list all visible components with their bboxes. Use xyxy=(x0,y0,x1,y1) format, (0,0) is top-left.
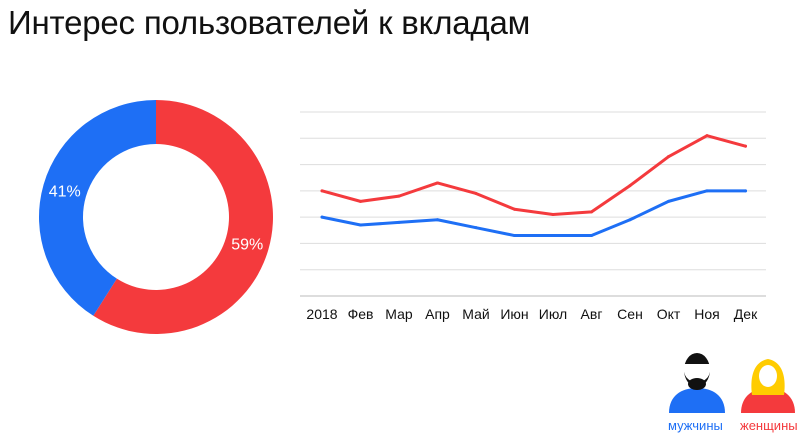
data-point-0-8 xyxy=(628,184,632,188)
man-icon xyxy=(669,353,725,413)
x-axis-ticks: 2018 Фев Мар Апр Май Июн Июл Авг Сен Окт Ноя Дек xyxy=(306,306,758,322)
data-point-0-6 xyxy=(551,213,555,217)
legend-women: женщины xyxy=(740,359,798,433)
data-point-0-3 xyxy=(436,181,439,185)
x-tick-label: Фев xyxy=(348,306,374,322)
data-point-0-7 xyxy=(590,210,593,214)
data-point-0-10 xyxy=(705,134,709,138)
chart-title: Интерес пользователей к вкладам xyxy=(8,4,531,41)
x-tick-label: Май xyxy=(462,306,489,322)
data-point-0-4 xyxy=(474,191,478,195)
donut-slice-label-1: 41% xyxy=(49,183,81,200)
data-point-1-11 xyxy=(744,189,747,193)
x-tick-label: Июн xyxy=(500,306,528,322)
data-point-0-5 xyxy=(513,207,516,211)
data-point-1-2 xyxy=(397,220,401,224)
legend-women-label: женщины xyxy=(740,418,798,433)
line-chart-series xyxy=(320,134,747,238)
data-point-0-1 xyxy=(359,199,362,203)
x-tick-label: Сен xyxy=(617,306,643,322)
data-point-1-8 xyxy=(628,218,632,222)
data-point-1-10 xyxy=(705,189,709,193)
x-tick-label: Апр xyxy=(425,306,450,322)
data-point-0-9 xyxy=(667,155,670,159)
data-point-1-6 xyxy=(551,234,555,238)
data-point-0-11 xyxy=(744,144,747,148)
x-tick-label: Окт xyxy=(657,306,681,322)
donut-slice-label-0: 59% xyxy=(231,237,263,254)
line-chart-grid xyxy=(300,111,766,297)
data-point-1-3 xyxy=(436,218,439,222)
data-point-0-0 xyxy=(320,189,324,193)
data-point-1-0 xyxy=(320,215,324,219)
x-tick-label: Дек xyxy=(734,306,758,322)
legend-men: мужчины xyxy=(668,353,725,433)
legend-men-label: мужчины xyxy=(668,418,723,433)
data-point-1-4 xyxy=(474,226,478,230)
donut-chart: 59% 41% xyxy=(38,100,273,334)
series-line-женщины xyxy=(320,134,747,217)
x-tick-label: Мар xyxy=(385,306,413,322)
x-tick-label: Июл xyxy=(539,306,567,322)
x-tick-label: Ноя xyxy=(694,306,719,322)
data-point-1-9 xyxy=(667,199,670,203)
donut-slice-1 xyxy=(38,100,157,316)
data-point-1-7 xyxy=(590,234,593,238)
data-point-1-1 xyxy=(359,223,362,227)
donut-slice-0 xyxy=(93,100,273,334)
series-line-мужчины xyxy=(320,189,747,238)
x-tick-label: Авг xyxy=(581,306,603,322)
data-point-0-2 xyxy=(397,194,401,198)
x-tick-label: 2018 xyxy=(306,306,337,322)
data-point-1-5 xyxy=(513,234,516,238)
woman-icon xyxy=(741,359,795,413)
